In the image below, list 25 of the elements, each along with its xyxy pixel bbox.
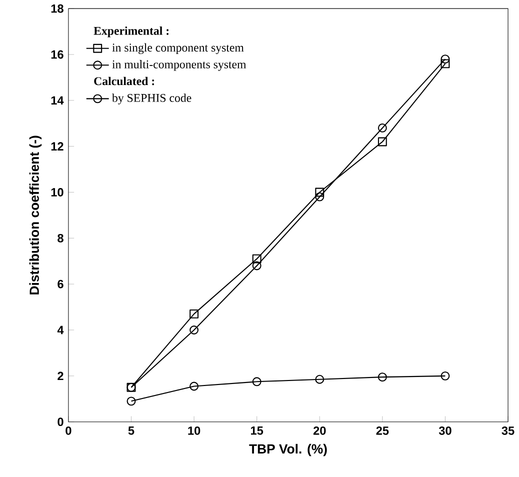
- x-tick-label: 30: [438, 426, 452, 435]
- y-tick-label: 18: [51, 4, 64, 13]
- y-tick-label: 8: [58, 234, 64, 242]
- x-tick-label: 0: [66, 426, 72, 435]
- y-tick-label: 0: [58, 418, 64, 426]
- legend-label: in single component system: [112, 43, 244, 54]
- x-axis-title: TBP Vol. (%): [249, 444, 327, 456]
- legend-label: by SEPHIS code: [112, 94, 192, 104]
- y-axis-title: Distribution coefficient (-): [29, 136, 42, 294]
- x-tick-label: 15: [250, 426, 264, 435]
- annotation: Calculated :: [94, 76, 154, 86]
- y-tick-label: 14: [51, 96, 64, 104]
- y-tick-label: 2: [58, 372, 64, 380]
- y-tick-label: 4: [57, 326, 64, 334]
- x-tick-label: 25: [376, 426, 389, 435]
- x-tick-label: 10: [188, 426, 200, 435]
- x-tick-label: 5: [128, 426, 134, 435]
- y-tick-label: 10: [51, 188, 64, 196]
- annotation: Experimental :: [94, 26, 169, 38]
- y-tick-label: 12: [51, 142, 64, 150]
- y-tick-label: 16: [51, 50, 64, 59]
- y-tick-label: 6: [58, 280, 64, 288]
- legend-label: in multi-components system: [112, 60, 246, 71]
- x-tick-label: 35: [502, 426, 514, 435]
- x-tick-label: 20: [313, 426, 326, 435]
